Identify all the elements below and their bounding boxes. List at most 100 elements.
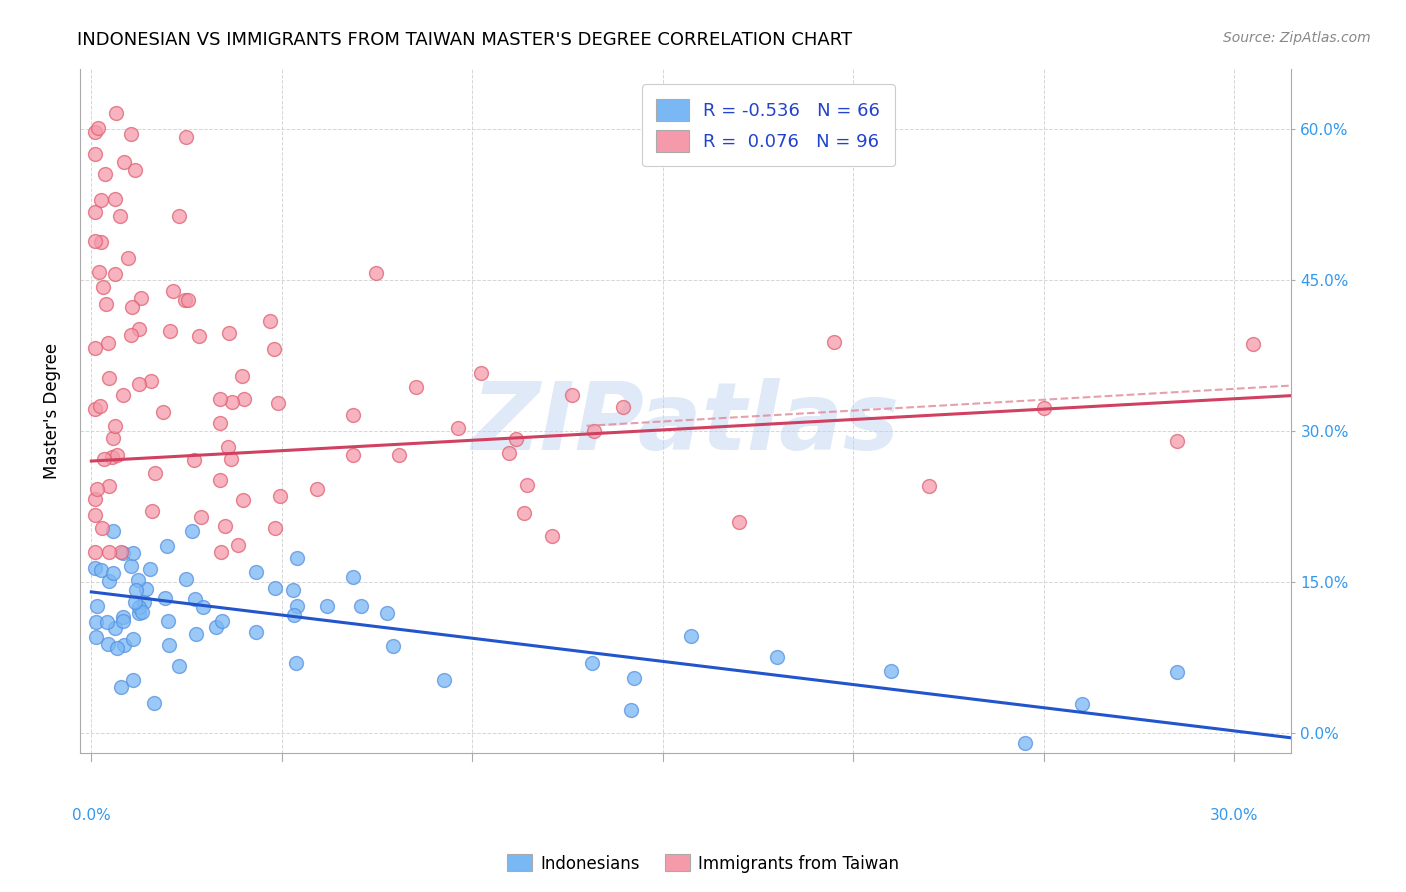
Point bbox=[104, 419, 127, 434]
Point bbox=[405, 380, 427, 394]
Point bbox=[86, 599, 108, 613]
Point bbox=[104, 192, 127, 206]
Point bbox=[388, 448, 411, 462]
Point bbox=[84, 508, 107, 522]
Point bbox=[620, 703, 643, 717]
Point bbox=[124, 162, 146, 177]
Point bbox=[89, 400, 111, 414]
Point bbox=[84, 630, 107, 644]
Point bbox=[128, 322, 150, 336]
Point bbox=[226, 538, 249, 552]
Point bbox=[191, 600, 214, 615]
Point bbox=[101, 524, 124, 538]
Point bbox=[97, 544, 120, 558]
Point bbox=[90, 563, 112, 577]
Text: 0.0%: 0.0% bbox=[72, 808, 111, 823]
Point bbox=[84, 147, 107, 161]
Point bbox=[219, 451, 242, 466]
Point bbox=[498, 446, 520, 460]
Point bbox=[124, 594, 146, 608]
Point bbox=[187, 328, 209, 343]
Point bbox=[134, 595, 156, 609]
Point bbox=[98, 574, 121, 588]
Point bbox=[162, 285, 184, 299]
Point bbox=[143, 466, 166, 480]
Point bbox=[110, 680, 132, 694]
Point bbox=[94, 167, 117, 181]
Point bbox=[342, 448, 364, 462]
Point bbox=[93, 451, 115, 466]
Point bbox=[209, 416, 232, 430]
Point bbox=[108, 209, 131, 223]
Point bbox=[766, 649, 789, 664]
Point bbox=[582, 424, 605, 438]
Point bbox=[87, 121, 110, 136]
Point bbox=[117, 252, 139, 266]
Point bbox=[287, 599, 309, 614]
Point bbox=[350, 599, 373, 614]
Point bbox=[315, 599, 337, 613]
Point bbox=[112, 609, 135, 624]
Text: ZIPatlas: ZIPatlas bbox=[471, 378, 900, 470]
Point bbox=[84, 341, 107, 355]
Point bbox=[97, 371, 120, 385]
Point bbox=[183, 453, 205, 467]
Point bbox=[143, 696, 166, 710]
Point bbox=[125, 582, 148, 597]
Point bbox=[269, 489, 291, 503]
Point bbox=[211, 614, 233, 628]
Point bbox=[112, 639, 135, 653]
Point bbox=[233, 392, 256, 406]
Point bbox=[505, 432, 527, 446]
Point bbox=[245, 624, 267, 639]
Point bbox=[823, 334, 845, 349]
Point bbox=[470, 366, 492, 380]
Point bbox=[245, 565, 267, 579]
Point bbox=[91, 279, 114, 293]
Point bbox=[283, 608, 305, 623]
Point bbox=[382, 640, 405, 654]
Y-axis label: Master's Degree: Master's Degree bbox=[44, 343, 60, 479]
Point bbox=[176, 293, 198, 307]
Point bbox=[267, 396, 290, 410]
Point bbox=[111, 546, 134, 560]
Point bbox=[728, 515, 751, 529]
Point bbox=[209, 473, 232, 487]
Point bbox=[880, 664, 903, 678]
Point bbox=[111, 615, 134, 629]
Point bbox=[156, 539, 179, 553]
Point bbox=[153, 591, 176, 606]
Point bbox=[581, 656, 603, 670]
Point bbox=[159, 324, 181, 338]
Point bbox=[1032, 401, 1054, 416]
Point bbox=[623, 671, 645, 685]
Point bbox=[112, 155, 135, 169]
Point bbox=[104, 621, 127, 635]
Point bbox=[169, 209, 191, 223]
Point bbox=[263, 342, 285, 356]
Point bbox=[169, 659, 191, 673]
Point bbox=[283, 582, 305, 597]
Point bbox=[364, 266, 387, 280]
Point bbox=[157, 638, 180, 652]
Point bbox=[205, 619, 228, 633]
Point bbox=[110, 544, 132, 558]
Point bbox=[231, 369, 253, 384]
Point bbox=[259, 314, 281, 328]
Point bbox=[100, 450, 122, 464]
Point bbox=[540, 529, 562, 543]
Point bbox=[120, 327, 142, 342]
Point bbox=[176, 573, 198, 587]
Point bbox=[128, 376, 150, 391]
Point bbox=[86, 482, 108, 496]
Point bbox=[433, 673, 456, 687]
Point bbox=[1166, 434, 1188, 448]
Point bbox=[174, 293, 197, 307]
Point bbox=[84, 234, 107, 248]
Point bbox=[127, 573, 149, 587]
Point bbox=[918, 479, 941, 493]
Point bbox=[141, 504, 163, 518]
Point bbox=[285, 657, 308, 671]
Point bbox=[97, 336, 120, 351]
Point bbox=[90, 235, 112, 250]
